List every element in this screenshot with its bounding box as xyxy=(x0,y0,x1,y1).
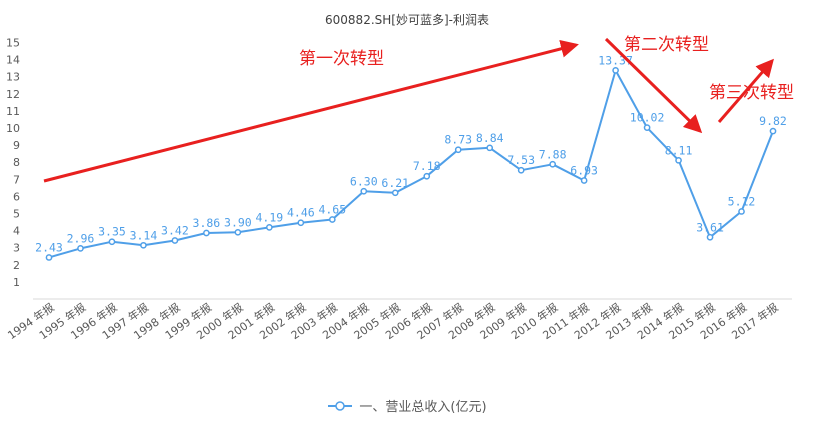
data-label: 3.14 xyxy=(130,228,158,242)
data-label: 2.43 xyxy=(35,240,63,254)
data-point xyxy=(234,228,242,236)
data-label: 7.18 xyxy=(413,159,441,173)
y-tick-label: 2 xyxy=(13,259,20,272)
data-point xyxy=(454,146,462,154)
data-point xyxy=(549,160,557,168)
y-tick-label: 9 xyxy=(13,139,20,152)
y-tick-label: 4 xyxy=(13,225,20,238)
data-point xyxy=(738,208,745,215)
data-point xyxy=(517,166,525,174)
data-label: 8.11 xyxy=(665,143,693,157)
data-point xyxy=(203,229,210,237)
data-label: 7.53 xyxy=(507,153,535,167)
data-label: 3.86 xyxy=(193,216,221,230)
y-tick-label: 7 xyxy=(13,173,20,186)
y-tick-label: 6 xyxy=(13,190,20,203)
data-label: 7.88 xyxy=(539,147,567,161)
y-tick-label: 8 xyxy=(13,156,20,169)
data-point xyxy=(675,156,682,164)
data-point xyxy=(77,245,84,252)
data-point xyxy=(391,189,399,197)
y-tick-label: 15 xyxy=(6,37,20,50)
data-label: 8.84 xyxy=(476,131,504,145)
y-tick-label: 11 xyxy=(6,105,20,118)
data-label: 6.93 xyxy=(570,163,598,177)
data-label: 3.42 xyxy=(161,224,189,238)
data-point xyxy=(265,224,273,231)
data-label: 4.19 xyxy=(255,210,283,224)
y-tick-label: 5 xyxy=(13,208,20,221)
data-point xyxy=(706,233,714,241)
chart-title: 600882.SH[妙可蓝多]-利润表 xyxy=(325,13,489,27)
data-point xyxy=(140,241,147,249)
y-tick-label: 13 xyxy=(6,71,20,84)
y-tick-label: 14 xyxy=(6,54,20,67)
data-point xyxy=(643,124,651,132)
legend-item[interactable]: 一、营业总收入(亿元) xyxy=(327,396,487,415)
data-label: 6.21 xyxy=(381,176,409,190)
y-tick-label: 10 xyxy=(6,122,20,135)
data-point xyxy=(45,254,53,261)
data-point xyxy=(486,144,494,152)
trend-arrow-2 xyxy=(604,37,703,134)
data-point xyxy=(328,216,336,223)
series-layer: 2.43 2.96 3.35 3.14 3.42 3.86 3.90 4.19 4.46 4.65… xyxy=(35,53,787,261)
annotation-label: 第三次转型 xyxy=(709,83,794,103)
y-tick-label: 1 xyxy=(13,276,20,289)
data-label: 2.96 xyxy=(67,231,95,245)
legend-line-marker-icon xyxy=(328,400,353,411)
data-point xyxy=(423,172,431,180)
series-line xyxy=(48,69,774,259)
data-point xyxy=(360,187,368,195)
legend: 一、营业总收入(亿元) xyxy=(0,396,814,416)
data-label: 5.12 xyxy=(728,194,756,208)
trend-arrow-1 xyxy=(43,39,579,183)
legend-label: 一、营业总收入(亿元) xyxy=(359,400,487,415)
data-point xyxy=(171,237,179,244)
data-point xyxy=(580,177,588,184)
data-label: 4.46 xyxy=(287,206,315,220)
data-label: 10.02 xyxy=(630,111,665,125)
y-tick-label: 12 xyxy=(6,88,20,101)
data-label: 3.90 xyxy=(224,215,252,229)
trend-arrow-3 xyxy=(717,58,774,123)
data-label: 6.30 xyxy=(350,174,378,188)
data-point xyxy=(108,238,116,246)
annotation-label: 第一次转型 xyxy=(299,49,384,69)
data-label: 8.73 xyxy=(444,133,472,147)
y-tick-label: 3 xyxy=(13,242,20,255)
data-point xyxy=(612,67,619,74)
data-point xyxy=(297,219,305,227)
annotation-label: 第二次转型 xyxy=(624,35,709,55)
data-point xyxy=(769,127,777,135)
data-label: 4.65 xyxy=(318,202,346,216)
data-label: 3.35 xyxy=(98,225,126,239)
data-label: 3.61 xyxy=(696,220,724,234)
data-label: 9.82 xyxy=(759,114,787,128)
